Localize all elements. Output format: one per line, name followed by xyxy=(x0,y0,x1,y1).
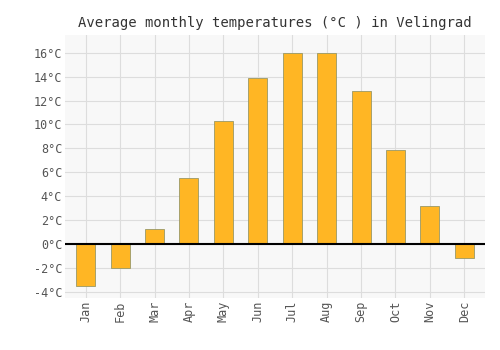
Bar xyxy=(145,230,164,244)
Bar xyxy=(180,178,199,244)
Bar xyxy=(76,244,95,286)
Title: Average monthly temperatures (°C ) in Velingrad: Average monthly temperatures (°C ) in Ve… xyxy=(78,16,472,30)
Bar xyxy=(110,244,130,268)
Bar xyxy=(352,91,370,244)
Bar xyxy=(455,244,474,258)
Bar xyxy=(248,78,268,244)
Bar xyxy=(386,149,405,244)
Bar xyxy=(214,121,233,244)
Bar xyxy=(317,53,336,244)
Bar xyxy=(420,206,440,244)
Bar xyxy=(282,53,302,244)
